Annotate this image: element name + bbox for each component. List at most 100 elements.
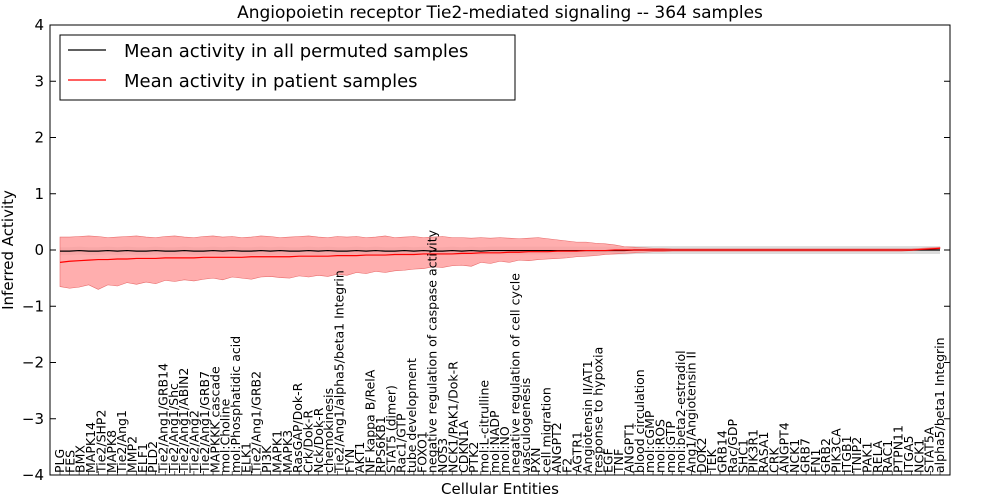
entity-label: Tie2/Ang1/GRB7 [197, 371, 212, 474]
entity-label: MAPKKK cascade [207, 366, 222, 473]
entity-label: ANGPT4 [777, 422, 792, 473]
entity-label: ELF1 [135, 443, 150, 473]
entity-label: RasGAP/Dok-R [290, 382, 305, 473]
entity-label: MAPK3 [280, 430, 295, 473]
entity-label: STAT5 (dimer) [383, 385, 398, 473]
y-axis-label: Inferred Activity [0, 190, 17, 310]
entity-label: AKT1 [352, 442, 367, 473]
entity-label: Tie2/Ang1/GRB14 [156, 363, 171, 474]
entity-label: mol:NO [497, 426, 512, 473]
series-line-patient [59, 247, 941, 263]
entity-label: SHC1 [735, 439, 750, 473]
entity-label: PI3K [259, 445, 274, 473]
entity-label: ANGPT2 [549, 422, 564, 473]
entity-label: negative regulation of cell cycle [508, 273, 523, 473]
entity-label: FN1 [808, 449, 823, 474]
entity-label: MAPK8 [104, 430, 119, 473]
entity-label: chemokinesis [321, 388, 336, 473]
entity-label: mol:NADP [487, 410, 502, 473]
entity-label: PXN [528, 448, 543, 473]
legend-box [59, 34, 516, 101]
entity-label: RPS6KB1 [373, 416, 388, 473]
entity-label: CDKN1A [456, 420, 471, 473]
entity-label: Ang1/Angiotensin II [684, 351, 699, 473]
entity-label: RELA [870, 440, 885, 473]
y-tick-label: 0 [34, 241, 44, 259]
entity-label: GRB14 [715, 430, 730, 473]
legend-label-patient: Mean activity in patient samples [124, 71, 418, 92]
entity-label: RAC1 [880, 440, 895, 473]
entity-label: DOK2 [694, 437, 709, 473]
entity-label: Rac1/GTP [394, 413, 409, 473]
entity-label: PLD2 [145, 441, 160, 473]
entity-label: Tie2/Ang2 [187, 410, 202, 474]
entity-label: FOXO1 [414, 431, 429, 473]
entity-label: TNIP2 [849, 437, 864, 474]
entity-label: ITGA5 [901, 435, 916, 473]
legend-label-permuted: Mean activity in all permuted samples [124, 41, 468, 62]
entity-label: ITGB1 [839, 435, 854, 473]
y-tick-label: −3 [22, 410, 44, 428]
entity-label: vasculogenesis [518, 378, 533, 473]
entity-label: mol:L-citrulline [476, 380, 491, 473]
entity-label: NF kappa B/RelA [363, 369, 378, 473]
entity-label: F2 [559, 458, 574, 473]
entity-label: ELK1 [238, 442, 253, 473]
entity-label: MAPK14 [83, 422, 98, 473]
entity-label: mol:beta2-estradiol [673, 350, 688, 473]
entity-label: NOS3 [435, 438, 450, 473]
entity-label: Tie2/Ang1/ABIN2 [176, 368, 191, 474]
x-axis-label: Cellular Entities [441, 480, 559, 498]
entity-label: response to hypoxia [590, 347, 605, 473]
y-tick-label: 3 [34, 72, 44, 90]
entity-label: FES [62, 450, 77, 473]
entity-label: PTPN11 [891, 425, 906, 473]
entity-label: Tie2/Ang1/Shc [166, 383, 181, 474]
entity-label: AGTR1 [570, 431, 585, 473]
entity-label: mol:cGMP [642, 410, 657, 473]
entity-label: Tie2/Ang1/GRB2 [249, 371, 264, 474]
entity-label: mol:Choline [218, 398, 233, 473]
entity-label: alpha5/beta1 Integrin [932, 337, 947, 473]
entity-label: Tie2/Ang1/alpha5/beta1 Integrin [332, 270, 347, 474]
entity-label: GRB2 [818, 438, 833, 473]
entity-label: mol:Phosphatidic acid [228, 336, 243, 473]
entity-label: blood circulation [632, 369, 647, 473]
entity-label: BMX [73, 445, 88, 473]
entity-label: cell migration [539, 387, 554, 473]
entity-label: Tie2/SHP2 [93, 410, 108, 474]
y-tick-label: −1 [22, 297, 44, 315]
entity-label: CRK [766, 447, 781, 473]
entity-label: mol:ROS [652, 419, 667, 473]
entity-label: negative regulation of caspase activity [425, 229, 440, 473]
y-axis: 4 3 2 1 0 −1 −2 −3 −4 [22, 16, 950, 484]
entity-label: NCK1 [911, 439, 926, 473]
entity-label: PLG [52, 449, 67, 473]
band-patient-samples [59, 235, 941, 290]
entity-label: ANGPT1 [621, 422, 636, 473]
entity-label: GRB7 [797, 438, 812, 473]
entity-label: Rac/GDP [725, 419, 740, 473]
entity-label: mol:GTP [663, 421, 678, 473]
y-tick-label: −4 [22, 466, 44, 484]
entity-label: TNF [611, 449, 626, 474]
entity-label: FYN [342, 449, 357, 473]
plot-frame [49, 24, 951, 476]
entity-label: EGF [601, 448, 616, 473]
entity-label: PIK3CA [828, 428, 843, 473]
entity-label: PTK2 [466, 442, 481, 473]
entity-label: Tie2/Ang1 [114, 410, 129, 474]
chart-title: Angiopoietin receptor Tie2-mediated sign… [237, 3, 763, 23]
entity-label: Nck/Dok-R [311, 407, 326, 473]
y-tick-label: 4 [34, 16, 44, 34]
entity-label: TEK [704, 448, 719, 474]
entity-label: tube development [404, 358, 419, 473]
entity-label: RASA1 [756, 432, 771, 473]
y-tick-label: 1 [34, 185, 44, 203]
entity-label: Crk/Dok-R [300, 410, 315, 473]
entity-label: MAPK1 [269, 430, 284, 473]
y-tick-label: −2 [22, 354, 44, 372]
entity-label: PAK1 [860, 442, 875, 473]
entity-label: MMP2 [124, 436, 139, 473]
